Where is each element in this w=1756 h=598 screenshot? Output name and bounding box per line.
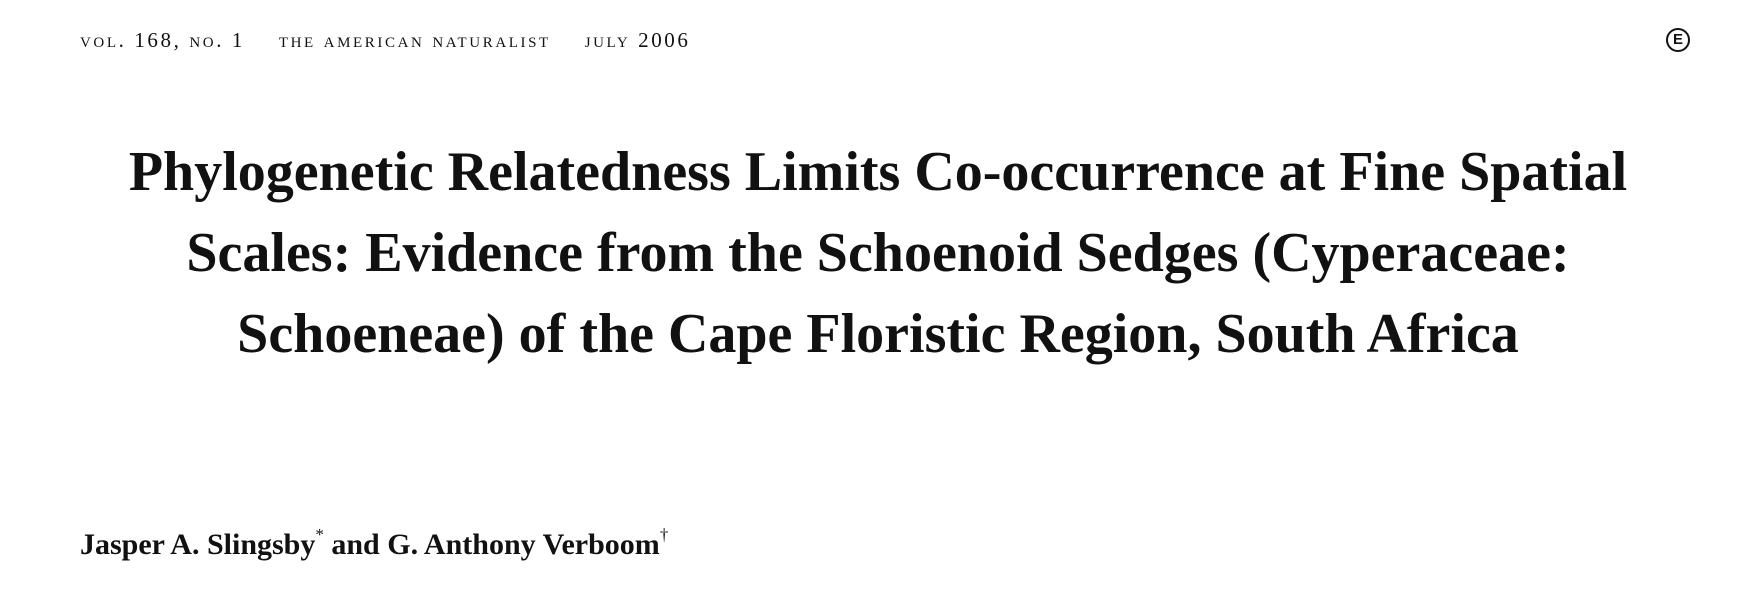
title-line-1: Phylogenetic Relatedness Limits Co-occur… — [128, 141, 1628, 203]
title-line-3: Schoeneae) of the Cape Floristic Region,… — [237, 303, 1519, 365]
volume-issue: vol. 168, no. 1 — [80, 28, 245, 52]
author-name: G. Anthony Verboom — [387, 528, 660, 561]
author-footnote-mark: † — [659, 525, 669, 544]
title-line-2: Scales: Evidence from the Schoenoid Sedg… — [186, 222, 1570, 284]
publication-date: july 2006 — [584, 28, 691, 52]
author-footnote-mark: * — [315, 525, 324, 544]
author-conjunction: and — [323, 528, 388, 561]
journal-name: the american naturalist — [278, 28, 551, 52]
article-title: Phylogenetic Relatedness Limits Co-occur… — [60, 132, 1696, 375]
running-header: vol. 168, no. 1 the american naturalist … — [80, 30, 717, 51]
e-article-badge-icon: E — [1666, 28, 1690, 52]
author-list: Jasper A. Slingsby* and G. Anthony Verbo… — [80, 526, 668, 561]
author-name: Jasper A. Slingsby — [80, 528, 316, 561]
